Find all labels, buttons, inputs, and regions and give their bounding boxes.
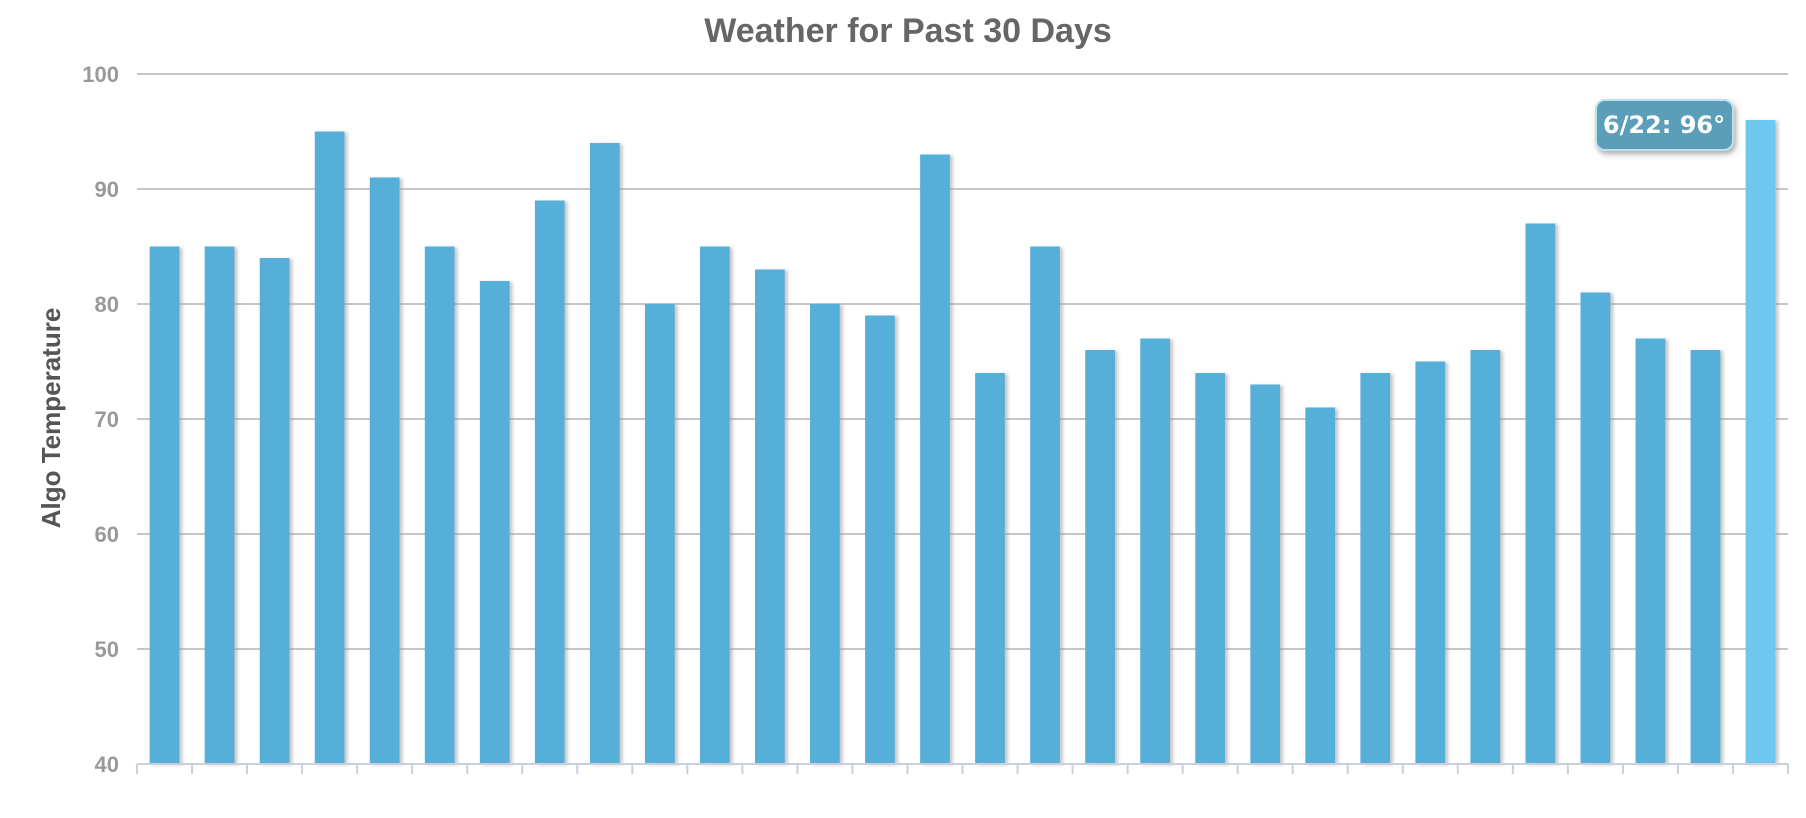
y-tick-label: 90 (95, 177, 119, 202)
bar[interactable] (1360, 373, 1391, 764)
y-tick-label: 40 (95, 752, 119, 777)
x-axis (136, 763, 1789, 774)
y-tick-label: 50 (95, 637, 119, 662)
bar[interactable] (534, 200, 565, 765)
bar-series (149, 120, 1776, 765)
bar[interactable] (314, 131, 345, 765)
bar[interactable] (920, 154, 950, 765)
tooltip-label: 6/22: 96° (1603, 111, 1725, 139)
tooltip-background (1595, 99, 1734, 151)
chart-title: Weather for Past 30 Days (704, 12, 1112, 50)
y-tick-label: 100 (82, 62, 119, 87)
bar[interactable] (1030, 246, 1060, 765)
bar[interactable] (644, 304, 675, 764)
bar[interactable] (149, 246, 180, 765)
bar[interactable] (975, 373, 1005, 764)
bar[interactable] (1195, 373, 1226, 764)
bar[interactable] (589, 143, 620, 764)
bar[interactable] (1690, 350, 1721, 764)
tooltip: 6/22: 96° (1595, 99, 1734, 151)
bar[interactable] (865, 315, 895, 765)
gridlines (137, 73, 1788, 650)
bar[interactable] (699, 246, 730, 765)
y-tick-label: 70 (95, 407, 119, 432)
bar[interactable] (1745, 120, 1776, 764)
bar[interactable] (755, 269, 785, 765)
y-tick-label: 80 (95, 292, 119, 317)
bar[interactable] (259, 258, 290, 764)
bar[interactable] (1635, 338, 1666, 765)
bar[interactable] (1525, 223, 1556, 765)
bar[interactable] (1140, 338, 1170, 765)
y-axis-title: Algo Temperature (36, 308, 66, 529)
bar[interactable] (1580, 292, 1611, 765)
bar[interactable] (369, 177, 400, 765)
bar[interactable] (204, 246, 235, 765)
y-tick-label: 60 (95, 522, 119, 547)
bar[interactable] (424, 246, 455, 765)
bar[interactable] (1470, 350, 1501, 764)
bar[interactable] (1305, 407, 1336, 765)
bar[interactable] (1085, 350, 1115, 764)
bar[interactable] (1250, 384, 1281, 765)
bar[interactable] (479, 281, 510, 764)
y-axis-ticks: 40 50 60 70 80 90 100 (82, 62, 119, 777)
bar[interactable] (1415, 361, 1446, 765)
bar[interactable] (810, 304, 840, 764)
